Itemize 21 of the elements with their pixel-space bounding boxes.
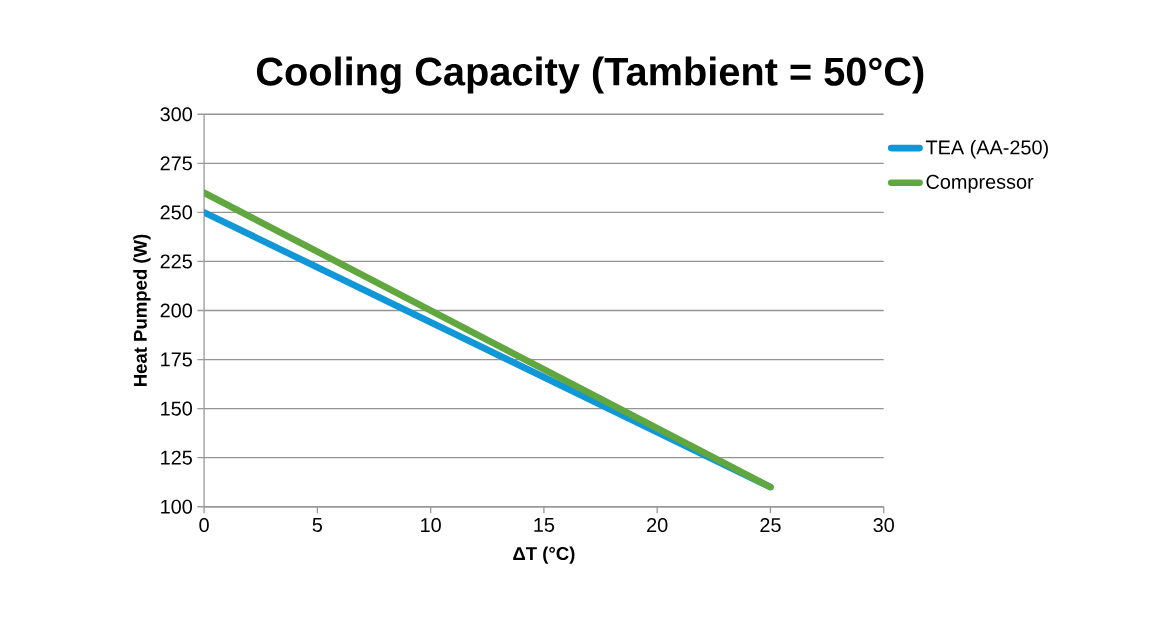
y-tick-label: 250: [160, 205, 192, 220]
y-axis-title: Heat Pumped (W): [133, 234, 151, 387]
x-tick-label: 15: [534, 518, 555, 532]
x-axis-title: ΔT (°C): [513, 546, 575, 564]
x-tick-label: 10: [421, 518, 441, 533]
x-tick-label: 5: [312, 518, 323, 532]
x-tick-label: 0: [199, 518, 209, 533]
legend-label: Compressor: [926, 174, 1034, 193]
legend-label: TEA (AA-250): [925, 139, 1048, 159]
y-tick-label: 100: [161, 499, 192, 514]
y-tick-label: 175: [161, 352, 192, 367]
x-tick-label: 25: [760, 518, 781, 533]
y-tick-label: 300: [160, 107, 192, 122]
y-tick-label: 125: [161, 450, 192, 465]
chart-title: Cooling Capacity (Tambient = 50°C): [256, 56, 924, 94]
y-tick-label: 150: [161, 401, 192, 416]
x-tick-label: 30: [873, 518, 894, 533]
y-tick-label: 225: [160, 254, 192, 269]
y-tick-label: 200: [160, 303, 192, 318]
x-tick-label: 20: [647, 518, 668, 533]
y-tick-label: 275: [160, 156, 192, 171]
